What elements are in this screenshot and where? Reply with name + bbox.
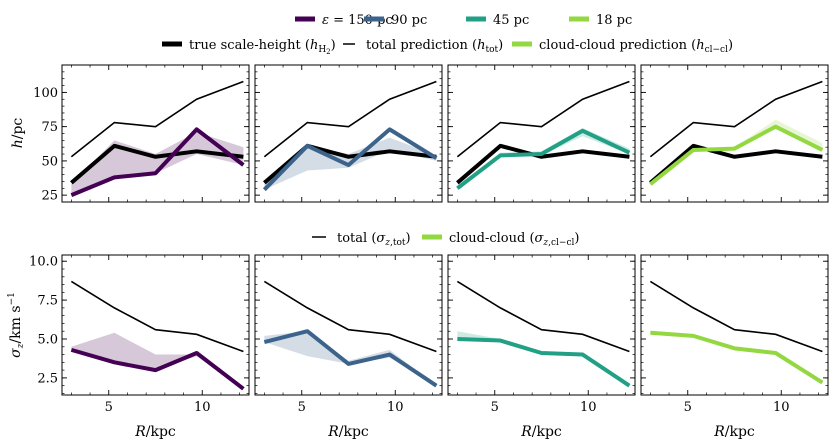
total-prediction-line <box>649 80 823 158</box>
axes-frame <box>447 64 636 203</box>
uncertainty-band <box>264 331 437 386</box>
xtick-label: 5 <box>491 400 499 415</box>
legend-label-sigma-clcl: cloud-cloud (σz,cl−cl) <box>449 231 579 248</box>
cloud-cloud-line-1 <box>262 127 438 192</box>
xlabel: R/kpc <box>327 424 369 440</box>
legend-label-sigma-total: total (σz,tot) <box>337 231 411 248</box>
xtick-label: 5 <box>298 400 306 415</box>
total-prediction-line <box>70 280 244 353</box>
xlabel: R/kpc <box>713 424 755 440</box>
panels: 25 50 75 100 5 10 2.5 5.0 7.5 10.0 R/kpc 5 10 R/kpc 5 1… <box>29 64 829 440</box>
cloud-cloud-line-1 <box>263 329 438 388</box>
total-prediction-line <box>456 80 630 158</box>
panel-top-0: 25 50 75 100 <box>33 64 250 204</box>
ytick-label: 50 <box>41 154 58 169</box>
ytick-label: 2.5 <box>37 371 58 386</box>
xtick-label: 10 <box>387 400 404 415</box>
ytick-label: 10.0 <box>29 255 58 270</box>
ylabel-top: h/pc <box>10 118 26 149</box>
xtick-label: 10 <box>773 400 790 415</box>
total-prediction-line <box>456 280 630 353</box>
axes-frame <box>640 254 829 396</box>
axes-frame <box>254 64 443 203</box>
cloud-cloud-line-2 <box>457 337 631 388</box>
panel-top-3 <box>640 64 829 203</box>
true-scale-height-line <box>456 143 630 185</box>
xtick-label: 10 <box>194 400 211 415</box>
ytick-label: 75 <box>41 120 58 135</box>
xtick-label: 10 <box>580 400 597 415</box>
xtick-label: 5 <box>684 400 692 415</box>
ytick-label: 7.5 <box>37 294 58 309</box>
axes-frame <box>447 254 636 396</box>
ytick-label: 5.0 <box>37 333 58 348</box>
panel-bottom-2: 5 10 R/kpc <box>447 254 636 440</box>
legend-label-total: total prediction (htot) <box>366 38 503 55</box>
ytick-label: 25 <box>41 189 58 204</box>
cloud-cloud-line-0 <box>70 127 245 197</box>
true-scale-height-line <box>649 143 823 185</box>
panel-top-2 <box>447 64 636 203</box>
panel-bottom-1: 5 10 R/kpc <box>254 254 443 440</box>
xlabel: R/kpc <box>134 424 176 440</box>
legend-label-clcl: cloud-cloud prediction (hcl−cl) <box>539 38 733 55</box>
panel-bottom-3: 5 10 R/kpc <box>640 254 829 440</box>
true-scale-height-line <box>70 143 244 185</box>
legend-label-eps-2: 45 pc <box>493 13 529 28</box>
total-prediction-line <box>70 80 244 158</box>
uncertainty-band <box>650 331 823 383</box>
total-prediction-line <box>263 280 437 353</box>
cloud-cloud-line-3 <box>650 330 824 385</box>
legend-scale-height: true scale-height (hH2) total prediction … <box>162 38 733 56</box>
panel-top-1 <box>254 64 443 203</box>
legend-velocity-dispersion: total (σz,tot) cloud-cloud (σz,cl−cl) <box>312 231 579 248</box>
xlabel: R/kpc <box>520 424 562 440</box>
axes-frame <box>61 64 250 203</box>
ylabel-bottom: σz/km s−1 <box>7 292 26 358</box>
cloud-cloud-line-0 <box>70 347 245 391</box>
cloud-cloud-line-3 <box>649 124 824 186</box>
legend-label-eps-3: 18 pc <box>596 13 632 28</box>
panel-bottom-0: 5 10 2.5 5.0 7.5 10.0 R/kpc <box>29 254 250 440</box>
uncertainty-band <box>71 332 244 389</box>
total-prediction-line <box>649 280 823 353</box>
ytick-label: 100 <box>33 86 58 101</box>
axes-frame <box>254 254 443 396</box>
axes-frame <box>61 254 250 396</box>
cloud-cloud-line-2 <box>456 128 631 190</box>
total-prediction-line <box>263 80 437 158</box>
axes-frame <box>640 64 829 203</box>
uncertainty-band <box>457 331 630 386</box>
legend-label-true: true scale-height (hH2) <box>189 38 336 56</box>
legend-label-eps-1: 90 pc <box>391 13 427 28</box>
xtick-label: 5 <box>105 400 113 415</box>
